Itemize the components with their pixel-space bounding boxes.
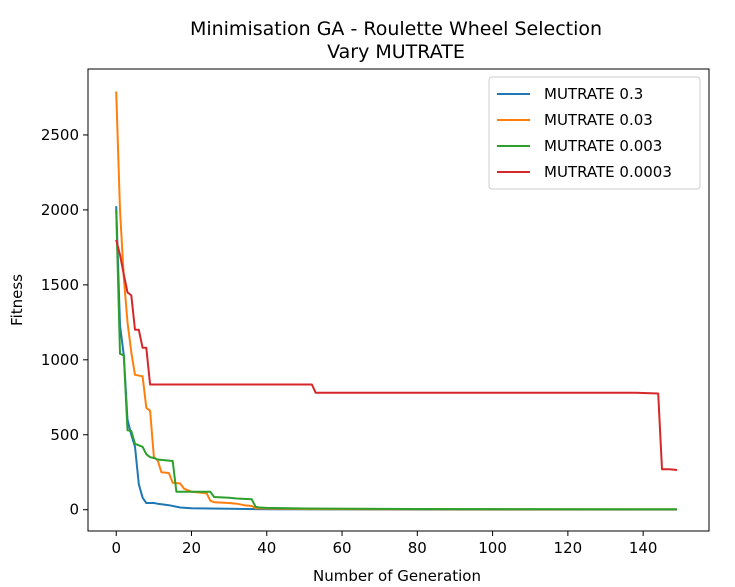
- x-tick-label: 100: [478, 539, 507, 557]
- x-tick-label: 20: [182, 539, 201, 557]
- x-tick-label: 140: [629, 539, 658, 557]
- x-axis: 0 20 40 60 80 100 120 140: [111, 531, 657, 557]
- legend-label: MUTRATE 0.003: [544, 137, 662, 155]
- legend: MUTRATE 0.3 MUTRATE 0.03 MUTRATE 0.003 MUTR…: [488, 76, 701, 190]
- plot-frame: [87, 68, 710, 532]
- x-tick-label: 120: [554, 539, 583, 557]
- plot-area: [115, 91, 678, 511]
- series-line-1: [115, 206, 677, 511]
- x-tick-label: 60: [332, 539, 351, 557]
- x-tick-label: 40: [257, 539, 276, 557]
- y-tick-label: 1000: [41, 351, 79, 369]
- series-line-4: [115, 239, 678, 471]
- y-tick-label: 1500: [41, 276, 79, 294]
- y-axis: 0 500 1000 1500 2000 2500: [41, 126, 88, 519]
- legend-frame: [488, 76, 701, 190]
- y-tick-label: 0: [69, 501, 79, 519]
- legend-label: MUTRATE 0.03: [544, 111, 653, 129]
- y-tick-label: 500: [50, 426, 79, 444]
- legend-label: MUTRATE 0.0003: [544, 163, 672, 181]
- chart-subtitle: Vary MUTRATE: [327, 41, 465, 63]
- x-tick-label: 80: [408, 539, 427, 557]
- y-tick-label: 2000: [41, 201, 79, 219]
- y-axis-label: Fitness: [8, 274, 26, 326]
- x-tick-label: 0: [111, 539, 121, 557]
- series-line-2: [115, 91, 678, 511]
- series-line-3: [115, 209, 678, 511]
- x-axis-label: Number of Generation: [313, 567, 481, 585]
- legend-label: MUTRATE 0.3: [544, 85, 643, 103]
- y-tick-label: 2500: [41, 126, 79, 144]
- chart-title: Minimisation GA - Roulette Wheel Selecti…: [190, 18, 602, 40]
